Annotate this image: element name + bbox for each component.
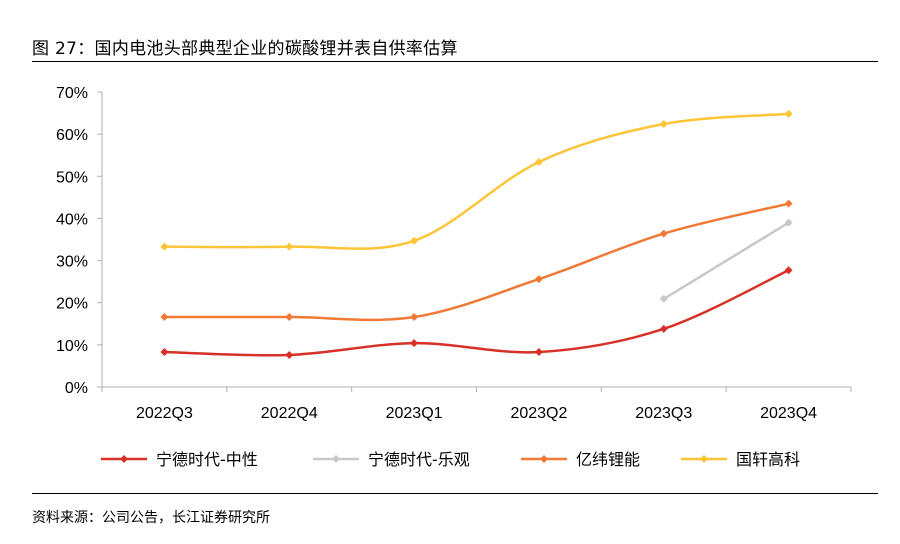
data-point xyxy=(784,266,793,275)
data-point xyxy=(410,236,419,245)
data-point xyxy=(160,313,169,322)
y-axis: 0% 10% 20% 30% 40% 50% 60% 70% xyxy=(56,85,103,397)
legend-item: 亿纬锂能 xyxy=(521,450,640,469)
data-point xyxy=(784,199,793,208)
data-point xyxy=(285,313,294,322)
y-tick-label: 10% xyxy=(56,338,88,355)
x-tick-label: 2023Q4 xyxy=(760,405,817,422)
legend-label: 宁德时代-中性 xyxy=(156,450,258,469)
x-tick-label: 2023Q3 xyxy=(635,405,692,422)
legend-swatch-marker xyxy=(700,455,708,463)
series-3 xyxy=(160,199,793,322)
figure-title: 图 27：国内电池头部典型企业的碳酸锂并表自供率估算 xyxy=(32,39,458,59)
title-rule xyxy=(32,61,878,62)
data-point xyxy=(410,339,419,348)
y-tick-label: 70% xyxy=(56,85,88,102)
legend-item: 宁德时代-乐观 xyxy=(313,450,470,469)
source-note: 资料来源：公司公告，长江证券研究所 xyxy=(32,510,270,526)
data-point xyxy=(410,313,419,322)
source-rule xyxy=(32,493,878,494)
legend: 宁德时代-中性 宁德时代-乐观 亿纬锂能 国轩高科 xyxy=(101,450,800,469)
data-point xyxy=(659,294,668,303)
y-tick-label: 60% xyxy=(56,127,88,144)
x-tick-label: 2023Q1 xyxy=(386,405,443,422)
x-tick-label: 2022Q3 xyxy=(136,405,193,422)
y-tick-label: 40% xyxy=(56,211,88,228)
legend-swatch-marker xyxy=(332,455,340,463)
data-point xyxy=(659,120,668,129)
series-line xyxy=(163,202,790,322)
data-point xyxy=(534,275,543,284)
legend-item: 国轩高科 xyxy=(681,450,800,469)
legend-item: 宁德时代-中性 xyxy=(101,450,258,469)
y-tick-label: 20% xyxy=(56,296,88,313)
data-point xyxy=(534,157,543,166)
data-point xyxy=(534,348,543,357)
data-point xyxy=(784,218,793,227)
y-tick-label: 30% xyxy=(56,254,88,271)
series-1 xyxy=(160,266,793,359)
series-line xyxy=(662,221,790,301)
series-2 xyxy=(659,218,793,303)
data-point xyxy=(285,350,294,359)
series-line xyxy=(163,269,790,357)
legend-label: 宁德时代-乐观 xyxy=(368,450,470,469)
data-point xyxy=(659,324,668,333)
x-tick-label: 2022Q4 xyxy=(261,405,318,422)
series-4 xyxy=(160,109,793,251)
data-point xyxy=(659,229,668,238)
data-point xyxy=(285,242,294,251)
data-point xyxy=(784,109,793,118)
legend-swatch-marker xyxy=(540,455,548,463)
legend-label: 国轩高科 xyxy=(736,450,800,469)
y-tick-label: 50% xyxy=(56,169,88,186)
legend-label: 亿纬锂能 xyxy=(576,450,640,469)
series-line xyxy=(163,112,790,250)
x-tick-label: 2023Q2 xyxy=(510,405,567,422)
legend-swatch-marker xyxy=(120,455,128,463)
data-point xyxy=(160,348,169,357)
series-layer xyxy=(160,109,793,359)
y-tick-label: 0% xyxy=(65,380,88,397)
x-axis: 2022Q3 2022Q4 2023Q1 2023Q2 2023Q3 2023Q4 xyxy=(101,386,852,422)
data-point xyxy=(160,242,169,251)
